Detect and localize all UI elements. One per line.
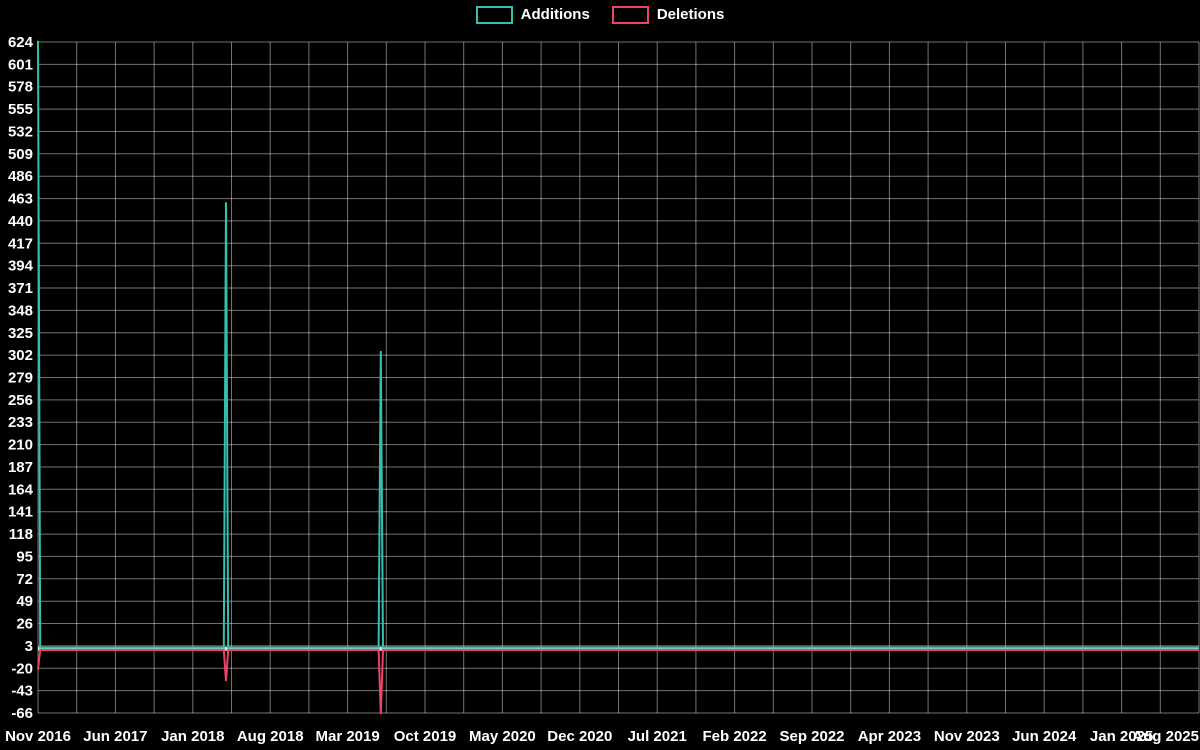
y-axis-tick-label: 371 (8, 280, 33, 297)
y-axis-tick-label: 49 (16, 593, 33, 610)
y-axis-tick-label: 210 (8, 437, 33, 454)
y-axis-tick-label: 555 (8, 101, 33, 118)
y-axis-tick-label: 118 (9, 526, 33, 543)
legend-item-deletions[interactable]: Deletions (611, 6, 725, 24)
x-axis-tick-label: Nov 2016 (5, 728, 71, 745)
deletions-color-swatch-icon (611, 6, 649, 24)
y-axis-tick-label: 440 (8, 213, 33, 230)
x-axis-tick-label: Jan 2025 (1090, 728, 1153, 745)
y-axis-tick-label: 302 (8, 347, 33, 364)
y-axis-tick-label: 72 (16, 571, 33, 588)
y-axis-tick-label: 325 (8, 325, 33, 342)
y-axis-tick-label: 233 (8, 414, 33, 431)
y-axis-tick-label: 164 (8, 481, 34, 498)
zero-baseline-band (38, 646, 1199, 651)
y-axis-tick-label: 601 (8, 56, 33, 73)
y-axis-tick-label: 26 (16, 616, 33, 633)
y-axis-tick-label: 624 (8, 34, 34, 51)
legend-label-additions: Additions (520, 6, 590, 23)
y-axis-tick-label: 348 (8, 302, 33, 319)
y-axis-tick-label: 578 (8, 79, 33, 96)
x-axis-tick-label: Oct 2019 (394, 728, 457, 745)
x-axis-tick-label: Dec 2020 (547, 728, 612, 745)
x-axis-tick-label: May 2020 (469, 728, 536, 745)
y-axis-tick-label: 141 (8, 504, 33, 521)
x-axis-tick-label: Apr 2023 (858, 728, 921, 745)
x-axis-tick-label: Nov 2023 (934, 728, 1000, 745)
y-axis-tick-label: -43 (11, 683, 33, 700)
x-axis-tick-label: Jan 2018 (161, 728, 224, 745)
x-axis-tick-label: Aug 2025 (1132, 728, 1199, 745)
legend-item-additions[interactable]: Additions (475, 6, 590, 24)
additions-line (37, 40, 1199, 649)
y-axis-tick-label: 394 (8, 258, 34, 275)
y-axis-tick-label: 95 (16, 548, 33, 565)
x-axis-tick-label: Jun 2017 (83, 728, 147, 745)
x-axis-tick-label: Mar 2019 (315, 728, 379, 745)
deletions-line (37, 649, 1199, 715)
y-axis-tick-label: 509 (8, 146, 33, 163)
x-axis-tick-label: Jun 2024 (1012, 728, 1077, 745)
y-axis-tick-label: 486 (8, 168, 33, 185)
x-axis-tick-label: Jul 2021 (628, 728, 687, 745)
x-axis-tick-label: Sep 2022 (779, 728, 844, 745)
legend-label-deletions: Deletions (656, 6, 725, 23)
y-axis-tick-label: 417 (8, 235, 33, 252)
y-axis-tick-label: 187 (8, 459, 33, 476)
x-axis-tick-label: Feb 2022 (702, 728, 766, 745)
y-axis-tick-label: -66 (11, 705, 33, 722)
y-axis-tick-label: 532 (8, 124, 33, 141)
y-axis-tick-label: -20 (11, 660, 33, 677)
chart-legend: Additions Deletions (0, 6, 1200, 24)
y-axis-tick-label: 279 (8, 370, 33, 387)
y-axis-tick-label: 3 (25, 638, 33, 655)
additions-color-swatch-icon (475, 6, 513, 24)
y-axis-tick-label: 256 (8, 392, 33, 409)
y-axis-tick-label: 463 (8, 191, 33, 208)
x-axis-tick-label: Aug 2018 (237, 728, 304, 745)
